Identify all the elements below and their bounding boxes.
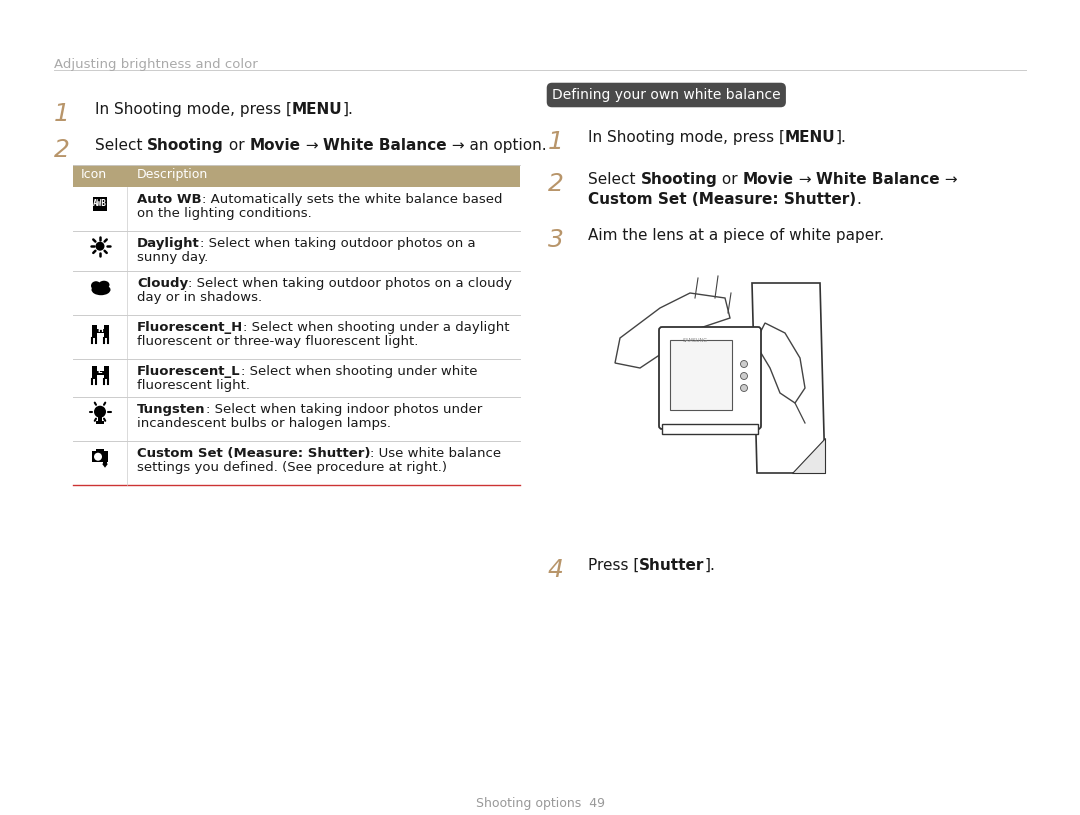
Text: Select: Select (588, 172, 640, 187)
Text: White Balance: White Balance (323, 138, 447, 153)
Text: L: L (98, 368, 103, 374)
Text: : Select when taking indoor photos under: : Select when taking indoor photos under (205, 403, 482, 416)
Text: ].: ]. (342, 102, 353, 117)
Text: →: → (794, 172, 816, 187)
Text: : Automatically sets the white balance based: : Automatically sets the white balance b… (202, 193, 502, 206)
Text: → an option.: → an option. (447, 138, 546, 153)
Text: 2: 2 (54, 138, 70, 162)
Bar (103, 458, 107, 464)
Polygon shape (102, 464, 108, 468)
Text: 3: 3 (548, 228, 564, 252)
Circle shape (741, 360, 747, 368)
Text: 2: 2 (548, 172, 564, 196)
Text: Fluorescent_H: Fluorescent_H (137, 321, 243, 334)
Bar (96, 449, 104, 453)
Text: Custom Set (Measure: Shutter): Custom Set (Measure: Shutter) (137, 447, 370, 460)
Bar (104, 324, 108, 337)
Text: White Balance: White Balance (816, 172, 940, 187)
Polygon shape (792, 438, 825, 473)
Text: 4: 4 (548, 558, 564, 582)
Text: Description: Description (137, 168, 208, 181)
Text: Cloudy: Cloudy (137, 277, 188, 290)
Text: day or in shadows.: day or in shadows. (137, 291, 262, 304)
Circle shape (741, 385, 747, 391)
Text: Shutter: Shutter (639, 558, 705, 573)
Text: .: . (856, 192, 861, 207)
Bar (92, 324, 96, 337)
Ellipse shape (91, 281, 102, 290)
Text: Shooting: Shooting (640, 172, 717, 187)
Text: AWB: AWB (93, 199, 107, 208)
Text: incandescent bulbs or halogen lamps.: incandescent bulbs or halogen lamps. (137, 417, 391, 430)
Text: Adjusting brightness and color: Adjusting brightness and color (54, 58, 258, 71)
Text: H: H (97, 327, 103, 333)
Bar (96, 421, 104, 424)
Text: fluorescent or three-way fluorescent light.: fluorescent or three-way fluorescent lig… (137, 335, 418, 348)
Bar (98, 414, 102, 421)
Text: Shooting options  49: Shooting options 49 (475, 797, 605, 810)
Text: Movie: Movie (249, 138, 300, 153)
Bar (104, 367, 108, 380)
Bar (92, 329, 108, 333)
Bar (92, 371, 108, 375)
Text: or: or (717, 172, 743, 187)
Bar (93, 196, 107, 211)
Text: : Select when taking outdoor photos on a: : Select when taking outdoor photos on a (200, 237, 475, 250)
Text: Tungsten: Tungsten (137, 403, 205, 416)
Text: →: → (940, 172, 957, 187)
Text: ].: ]. (705, 558, 716, 573)
Text: SAMSUNG: SAMSUNG (683, 337, 707, 342)
Text: Aim the lens at a piece of white paper.: Aim the lens at a piece of white paper. (588, 228, 885, 243)
Polygon shape (615, 293, 730, 368)
Text: Auto WB: Auto WB (137, 193, 202, 206)
Bar (92, 452, 108, 462)
Bar (73, 165, 519, 187)
Bar (670, 340, 732, 410)
Text: Select: Select (95, 138, 147, 153)
FancyBboxPatch shape (659, 327, 761, 429)
Text: fluorescent light.: fluorescent light. (137, 379, 249, 392)
Circle shape (94, 452, 102, 460)
Text: Icon: Icon (81, 168, 107, 181)
Text: sunny day.: sunny day. (137, 251, 208, 264)
Text: Shooting: Shooting (147, 138, 225, 153)
Text: 1: 1 (54, 102, 70, 126)
Bar (92, 367, 96, 380)
Text: : Select when shooting under white: : Select when shooting under white (241, 365, 477, 378)
Polygon shape (755, 323, 805, 403)
Ellipse shape (92, 284, 110, 295)
Text: Fluorescent_L: Fluorescent_L (137, 365, 241, 378)
Text: : Select when shooting under a daylight: : Select when shooting under a daylight (243, 321, 510, 334)
Text: MENU: MENU (785, 130, 836, 145)
Circle shape (95, 242, 105, 251)
Text: MENU: MENU (292, 102, 342, 117)
Text: settings you defined. (See procedure at right.): settings you defined. (See procedure at … (137, 461, 447, 474)
Text: Press [: Press [ (588, 558, 639, 573)
Text: Custom Set (Measure: Shutter): Custom Set (Measure: Shutter) (588, 192, 856, 207)
Text: Daylight: Daylight (137, 237, 200, 250)
Text: 1: 1 (548, 130, 564, 154)
Ellipse shape (98, 280, 109, 289)
Circle shape (741, 372, 747, 380)
Polygon shape (752, 283, 825, 473)
Text: ].: ]. (836, 130, 847, 145)
Text: Defining your own white balance: Defining your own white balance (552, 88, 781, 102)
Text: or: or (225, 138, 249, 153)
Text: In Shooting mode, press [: In Shooting mode, press [ (588, 130, 785, 145)
Text: on the lighting conditions.: on the lighting conditions. (137, 207, 312, 220)
Bar (662, 424, 758, 434)
Text: In Shooting mode, press [: In Shooting mode, press [ (95, 102, 292, 117)
Text: Movie: Movie (743, 172, 794, 187)
Circle shape (94, 406, 106, 418)
Text: →: → (300, 138, 323, 153)
Text: : Use white balance: : Use white balance (370, 447, 501, 460)
Text: : Select when taking outdoor photos on a cloudy: : Select when taking outdoor photos on a… (188, 277, 512, 290)
